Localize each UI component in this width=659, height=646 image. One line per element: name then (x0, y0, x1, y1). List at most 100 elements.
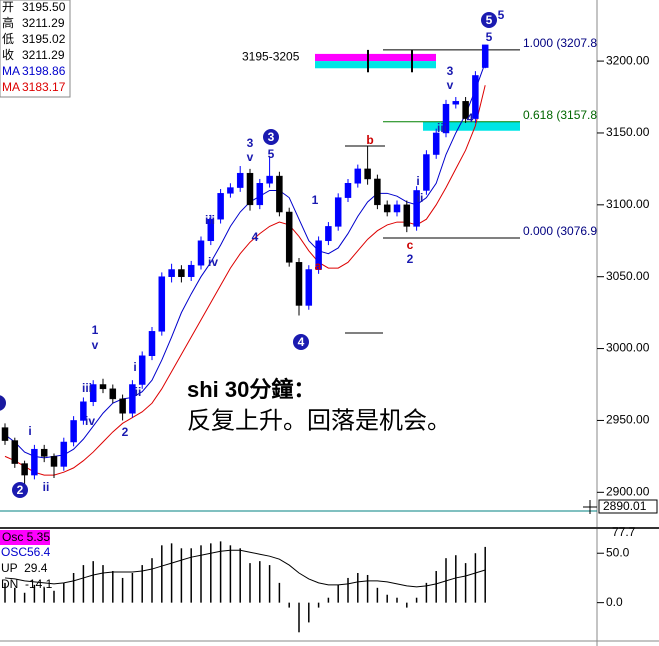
wave-label: i (133, 360, 136, 374)
candle-body (236, 172, 244, 188)
osc-top-label: 77.7 (612, 525, 636, 539)
cursor-box (598, 499, 658, 514)
info-value: 3195.02 (22, 32, 66, 46)
info-value: 3183.17 (22, 80, 66, 94)
candle-body (315, 240, 322, 270)
info-box (0, 0, 71, 98)
candle-body (354, 168, 362, 184)
candle-body (80, 401, 87, 421)
candle-body (334, 197, 342, 227)
y-tick-label: 2950.00 (606, 413, 650, 427)
wave-circle (12, 482, 28, 498)
y-tick-label: 0.0 (606, 595, 623, 609)
candle-body (285, 211, 293, 263)
fib-label: 0.000 (3076.9 (523, 224, 597, 238)
wave-label: v (247, 150, 254, 164)
wave-label: 2 (122, 425, 129, 439)
info-value: 3195.50 (22, 0, 66, 14)
candle-body (442, 103, 450, 134)
info-label: MA (2, 80, 20, 94)
wave-label: 5 (486, 30, 493, 44)
osc-readout: DN -14.1 (1, 577, 53, 591)
y-tick-label: 3150.00 (606, 125, 650, 139)
moving-average (4, 62, 486, 459)
wave-label: 4 (467, 111, 474, 125)
candle-body (21, 463, 28, 476)
candle-body (89, 384, 97, 403)
y-tick-label: 3050.00 (606, 269, 650, 283)
candle-body (227, 187, 234, 194)
candle-body (374, 178, 381, 206)
wave-label: c (407, 238, 414, 252)
candle-body (481, 44, 489, 68)
zone-label: 3195-3205 (242, 49, 300, 63)
candle-body (276, 175, 283, 213)
candle-body (187, 264, 195, 277)
candle-body (1, 427, 9, 441)
candle-body (217, 193, 224, 220)
candle-body (452, 101, 460, 105)
wave-label: iii (205, 213, 215, 227)
candle-body (246, 172, 254, 206)
wave-label: ii (43, 480, 50, 494)
wave-label: 5 (486, 13, 493, 27)
wave-label: 1 (312, 193, 319, 207)
wave-label: i (416, 174, 419, 188)
candle-body (158, 276, 166, 332)
info-label: 低 (2, 32, 14, 46)
candle-body (70, 420, 77, 443)
candle-body (256, 183, 264, 206)
wave-label: 3 (268, 130, 275, 144)
candle-body (50, 456, 58, 467)
wave-label: 5 (268, 147, 275, 161)
wave-label: i (28, 424, 31, 438)
candle-body (432, 132, 440, 155)
wave-circle (481, 12, 497, 28)
candle-body (168, 269, 175, 277)
osc-title: Osc 5.35 (2, 530, 50, 544)
y-tick-label: 3200.00 (606, 53, 650, 67)
candle-body (305, 269, 313, 306)
y-tick-label: 3000.00 (606, 341, 650, 355)
candle-body (413, 190, 420, 227)
info-value: 3211.29 (22, 16, 65, 30)
wave-circle (293, 334, 309, 350)
wave-circle (0, 395, 6, 411)
info-label: 高 (2, 15, 14, 30)
y-tick-label: 2900.00 (606, 484, 650, 498)
wave-label: v (92, 338, 99, 352)
y-tick-label: 50.0 (606, 545, 630, 559)
candle-body (60, 441, 68, 467)
candle-body (295, 262, 303, 306)
candle-body (423, 154, 430, 191)
wave-label: a (315, 259, 322, 273)
candle-body (138, 355, 146, 385)
candle-body (364, 168, 371, 180)
candle-body (109, 388, 117, 400)
candle-body (403, 204, 411, 227)
info-label: 开 (2, 0, 14, 14)
candle-body (393, 204, 401, 213)
wave-label: 3 (247, 136, 254, 150)
wave-label: iii (82, 381, 92, 395)
candle-body (11, 440, 19, 464)
candle-body (31, 448, 38, 476)
wave-label: ii (135, 385, 142, 399)
candle-body (40, 448, 48, 457)
zone-lower (315, 61, 436, 69)
wave-label: 4 (252, 230, 259, 244)
candle-body (325, 226, 332, 242)
candle-body (99, 384, 107, 390)
info-label: 收 (2, 48, 14, 62)
info-value: 3198.86 (22, 64, 66, 78)
wave-label: 3 (447, 64, 454, 78)
candle-body (207, 218, 215, 242)
osc-title-bg (0, 530, 50, 545)
zone-upper (315, 53, 436, 62)
candle-body (148, 331, 156, 357)
fib-zone (423, 121, 520, 131)
wave-label: 1 (92, 323, 99, 337)
cursor-label: 2890.01 (603, 499, 647, 513)
